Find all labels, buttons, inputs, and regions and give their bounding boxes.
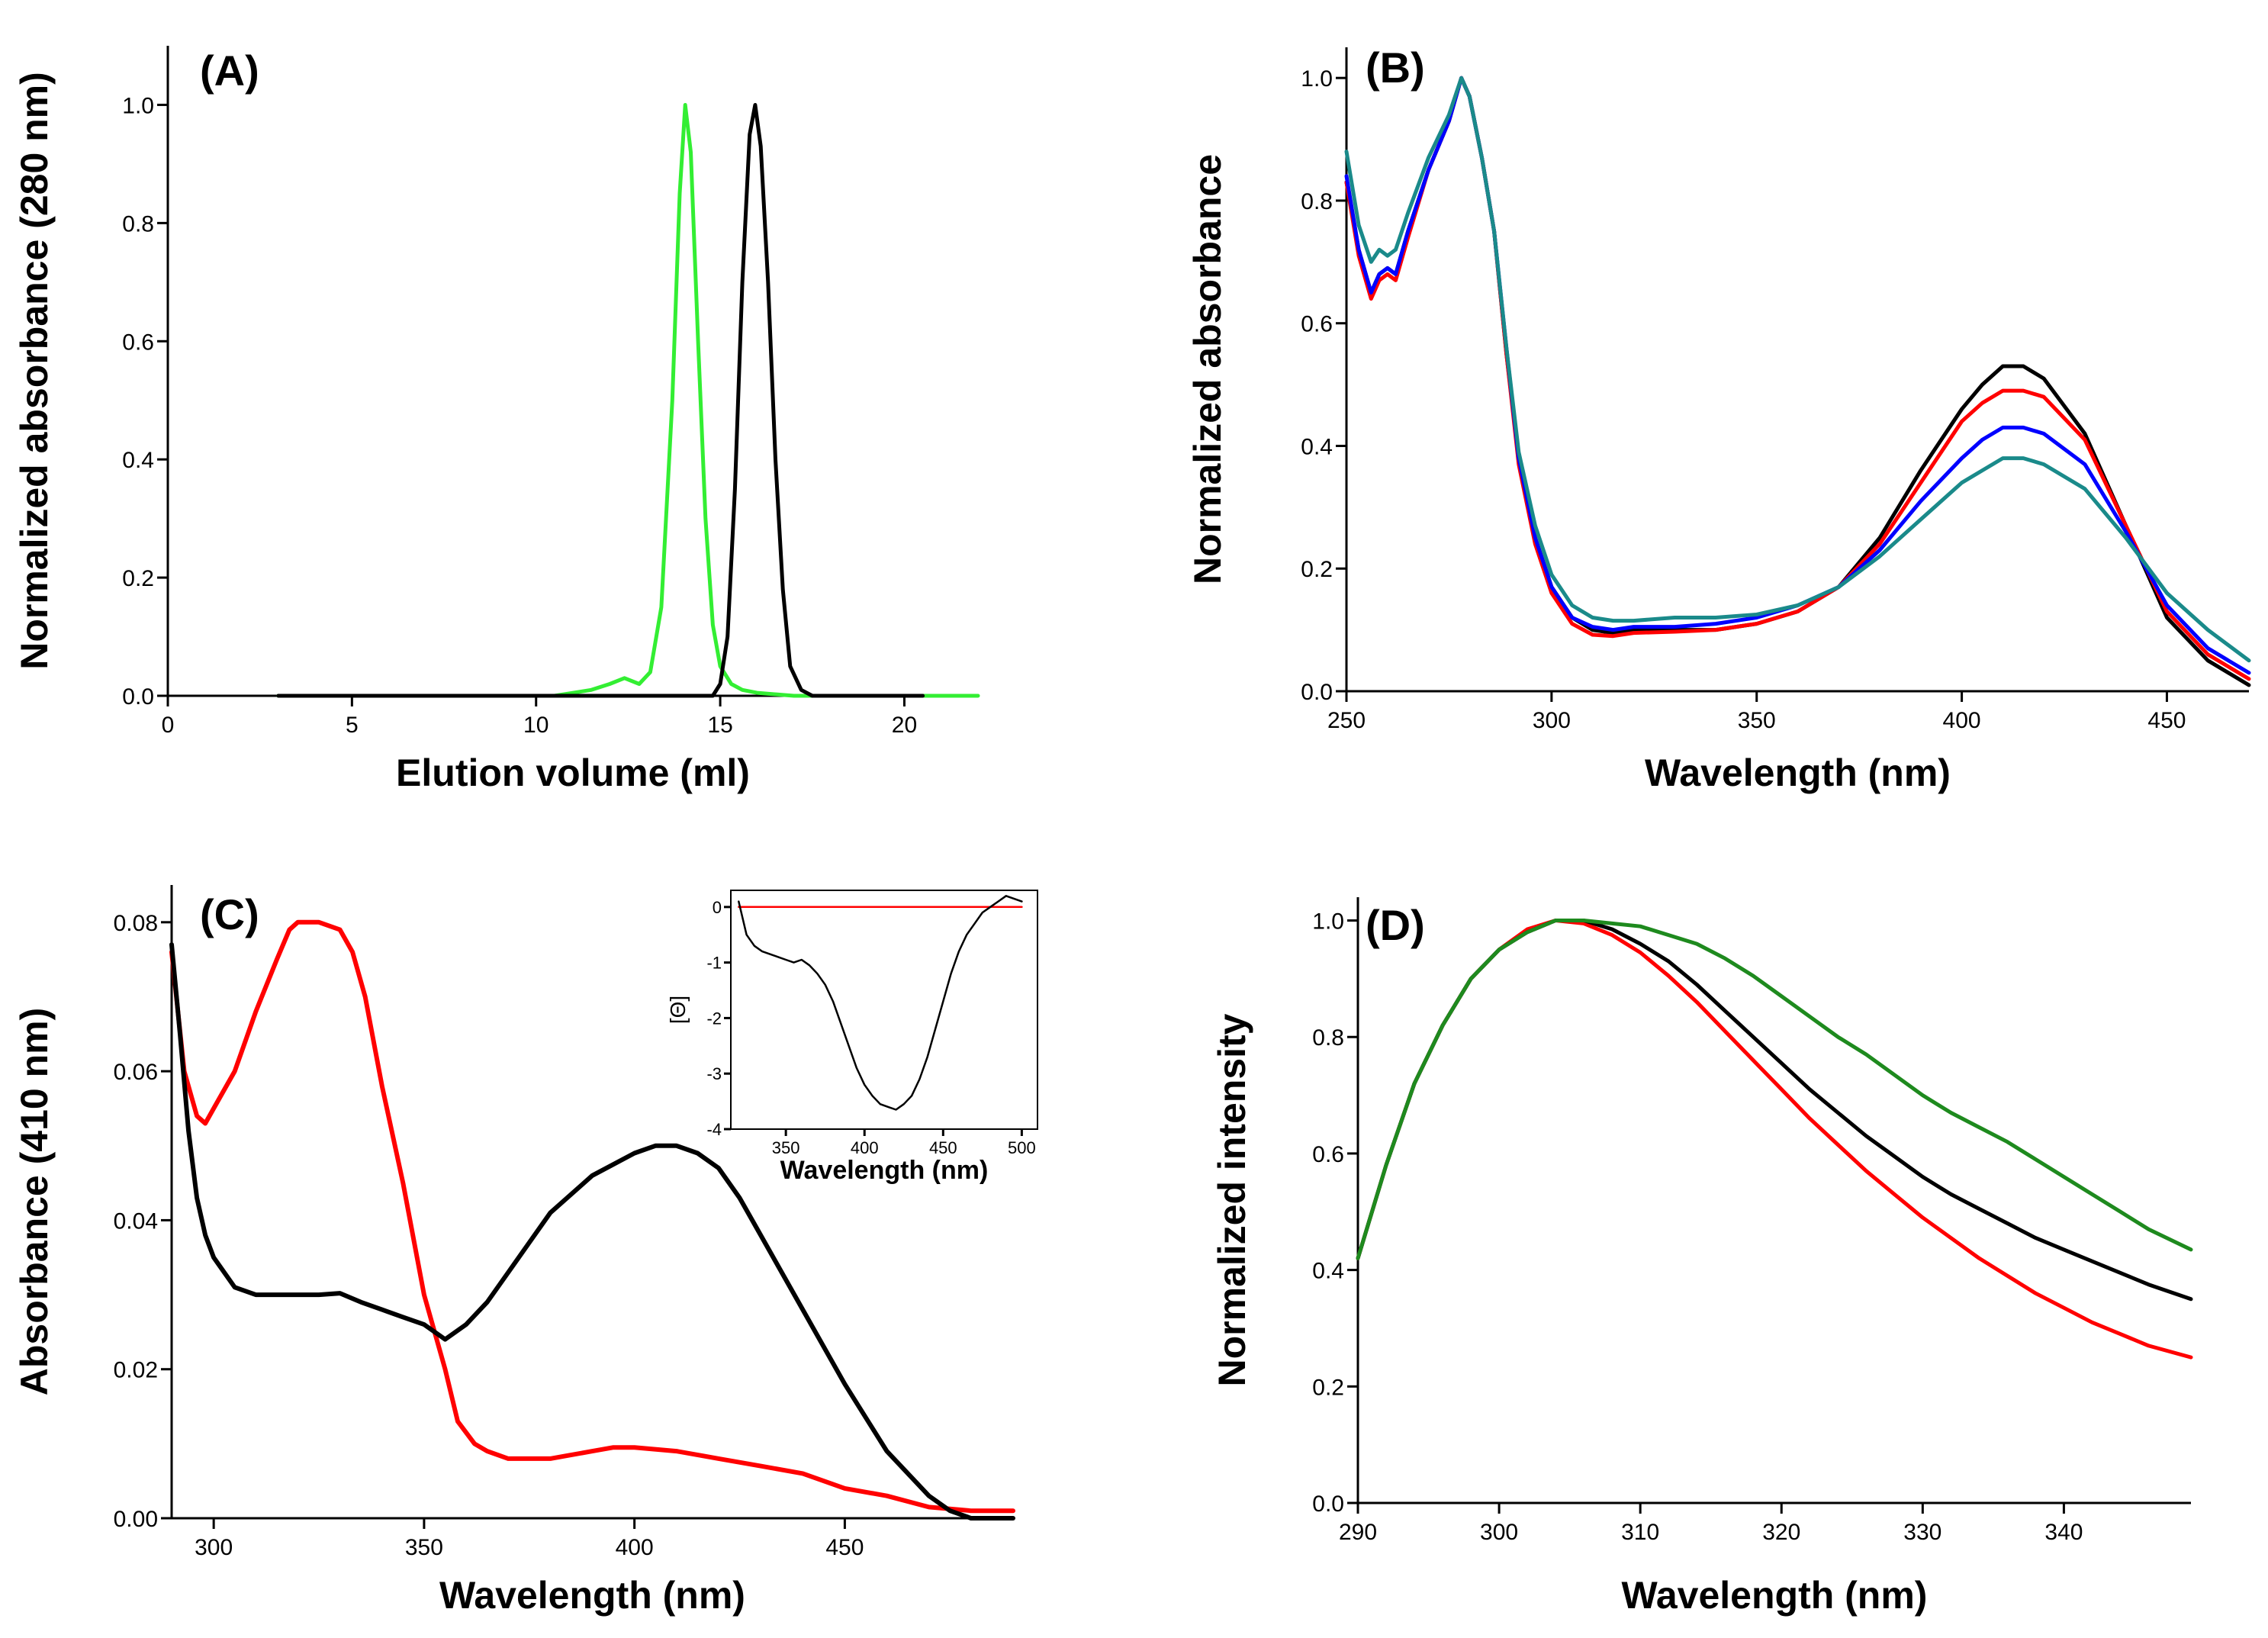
chart-panel-5: 290 300 310 320 330 340 0.0 0.2 0.4 0.6 0.8 1.0 Wave… — [1211, 897, 2193, 1617]
x-tick-label: 350 — [772, 1138, 800, 1157]
y-axis-title: Normalized intensity — [1211, 1013, 1253, 1386]
y-tick-label: 0.08 — [114, 911, 158, 936]
y-tick-label: 0.4 — [1312, 1259, 1344, 1284]
x-axis-title: Wavelength (nm) — [780, 1156, 989, 1185]
x-tick-label: 450 — [825, 1535, 864, 1560]
series-line-blue — [1344, 76, 2251, 675]
panel-label: (D) — [1366, 901, 1425, 949]
chart-panel-1: 0 5 10 15 20 0.0 0.2 0.4 0.6 0.8 1.0 Elution volume… — [13, 46, 980, 794]
y-tick-label: 0.8 — [122, 211, 154, 237]
x-tick-label: 5 — [346, 713, 359, 738]
y-tick-label: 0.8 — [1312, 1025, 1344, 1051]
y-tick-label: -4 — [706, 1120, 722, 1139]
x-tick-label: 290 — [1339, 1520, 1377, 1545]
x-tick-label: 250 — [1327, 708, 1366, 733]
x-axis-title: Wavelength (nm) — [1645, 751, 1951, 794]
y-tick-label: 0.04 — [114, 1208, 158, 1234]
x-tick-label: 15 — [707, 713, 732, 738]
series-line-green — [276, 103, 980, 698]
y-tick-label: 0.0 — [1312, 1492, 1344, 1517]
y-tick-label: 0.2 — [1301, 557, 1333, 582]
x-tick-label: 500 — [1008, 1138, 1036, 1157]
x-tick-label: 300 — [195, 1535, 233, 1560]
x-tick-label: 320 — [1762, 1520, 1800, 1545]
y-tick-label: -1 — [706, 954, 722, 973]
x-axis-title: Elution volume (ml) — [396, 751, 750, 794]
y-axis-title: Absorbance (410 nm) — [13, 1008, 56, 1395]
x-tick-label: 20 — [892, 713, 917, 738]
series-line-black — [169, 942, 1015, 1521]
chart-panel-4: 350 400 450 500 0 -1 -2 -3 -4 Wavelength (nm) [Θ] — [666, 890, 1038, 1185]
x-tick-label: 350 — [1738, 708, 1776, 733]
x-axis-title: Wavelength (nm) — [1622, 1574, 1928, 1617]
chart-panel-3: 300 350 400 450 0.00 0.02 0.04 0.06 0.08 Waveleng… — [13, 885, 1015, 1617]
y-axis-title: Normalized absorbance — [1186, 154, 1229, 584]
y-tick-label: 0.2 — [1312, 1375, 1344, 1400]
x-tick-label: 450 — [2147, 708, 2186, 733]
y-tick-label: 0.6 — [122, 330, 154, 355]
series-line-red — [1356, 919, 2193, 1360]
y-tick-label: 0.6 — [1301, 312, 1333, 337]
series-line-black — [276, 103, 925, 698]
series-line-black — [1356, 919, 2193, 1302]
inset-frame — [730, 890, 1038, 1130]
y-tick-label: 1.0 — [1301, 66, 1333, 92]
x-tick-label: 400 — [1943, 708, 1981, 733]
series-line-red — [169, 919, 1015, 1514]
x-tick-label: 400 — [616, 1535, 654, 1560]
x-tick-label: 10 — [523, 713, 549, 738]
y-tick-label: 0.06 — [114, 1060, 158, 1085]
x-tick-label: 350 — [405, 1535, 443, 1560]
y-tick-label: 0 — [713, 898, 722, 917]
series-line-black — [738, 895, 1023, 1111]
x-tick-label: 450 — [929, 1138, 957, 1157]
x-tick-label: 400 — [851, 1138, 879, 1157]
panel-label: (A) — [200, 47, 259, 95]
panel-label: (C) — [200, 890, 259, 938]
x-tick-label: 0 — [162, 713, 175, 738]
x-tick-label: 330 — [1903, 1520, 1941, 1545]
series-line-green — [1356, 919, 2193, 1260]
y-tick-label: 0.0 — [1301, 680, 1333, 705]
y-tick-label: 0.4 — [1301, 434, 1333, 459]
y-tick-label: 0.0 — [122, 684, 154, 710]
y-tick-label: 0.6 — [1312, 1142, 1344, 1167]
x-tick-label: 300 — [1533, 708, 1571, 733]
series-line-teal — [1344, 76, 2251, 663]
y-tick-label: 0.4 — [122, 448, 154, 473]
y-tick-label: -3 — [706, 1064, 722, 1083]
x-axis-title: Wavelength (nm) — [439, 1574, 745, 1617]
chart-panel-2: 250 300 350 400 450 0.0 0.2 0.4 0.6 0.8 1.0 Wavelen… — [1186, 43, 2251, 794]
y-tick-label: -2 — [706, 1009, 722, 1028]
x-tick-label: 310 — [1621, 1520, 1659, 1545]
panel-label: (B) — [1366, 43, 1425, 92]
y-axis-title: [Θ] — [666, 996, 690, 1024]
y-tick-label: 1.0 — [122, 93, 154, 118]
y-axis-title: Normalized absorbance (280 nm) — [13, 72, 56, 670]
x-tick-label: 300 — [1480, 1520, 1518, 1545]
y-tick-label: 0.00 — [114, 1507, 158, 1532]
y-tick-label: 0.8 — [1301, 189, 1333, 214]
y-tick-label: 0.02 — [114, 1358, 158, 1383]
y-tick-label: 0.2 — [122, 566, 154, 591]
x-tick-label: 340 — [2044, 1520, 2083, 1545]
y-tick-label: 1.0 — [1312, 909, 1344, 935]
